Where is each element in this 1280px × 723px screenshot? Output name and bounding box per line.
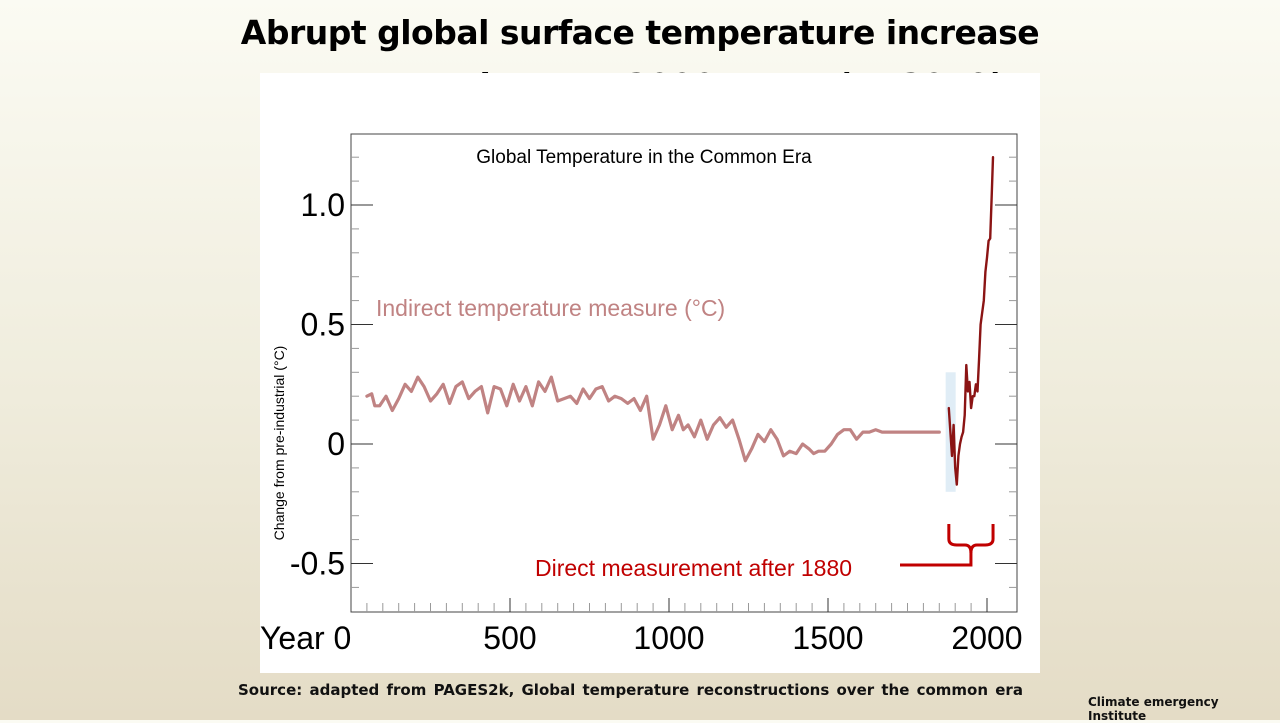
text-layer: 1.0 0.5 0 -0.5 Year 0 500 1000 1500 2000 Change f… <box>260 147 1023 656</box>
annotation-indirect: Indirect temperature measure (°C) <box>376 295 725 321</box>
marks-layer <box>365 156 995 567</box>
source-caption: Source: adapted from PAGES2k, Global tem… <box>238 681 1023 699</box>
series-line-indirect <box>365 375 941 463</box>
x-tick-label: 1000 <box>633 620 704 656</box>
direct-bracket-pointer <box>900 551 973 567</box>
slide-title-line-1: Abrupt global surface temperature increa… <box>240 13 1040 52</box>
y-tick-label: 0 <box>327 426 345 462</box>
direct-bracket <box>947 524 995 554</box>
annotation-direct: Direct measurement after 1880 <box>535 555 852 581</box>
credit-label: Climate emergency Institute <box>1088 695 1219 723</box>
x-tick-label: 500 <box>483 620 536 656</box>
y-tick-label: 1.0 <box>301 187 345 223</box>
x-tick-label: 1500 <box>792 620 863 656</box>
x-tick-label: 2000 <box>951 620 1022 656</box>
temperature-chart: 1.0 0.5 0 -0.5 Year 0 500 1000 1500 2000 Change f… <box>260 133 1023 656</box>
x-tick-label: Year 0 <box>260 620 351 656</box>
y-tick-label: -0.5 <box>290 546 345 582</box>
y-tick-label: 0.5 <box>301 307 345 343</box>
chart-panel: 1.0 0.5 0 -0.5 Year 0 500 1000 1500 2000 Change f… <box>260 73 1040 673</box>
y-axis-label: Change from pre-industrial (°C) <box>271 346 287 541</box>
series-line-direct <box>947 156 995 486</box>
axes-layer <box>350 133 1018 613</box>
chart-title: Global Temperature in the Common Era <box>476 147 812 168</box>
plot-frame <box>350 133 1018 613</box>
